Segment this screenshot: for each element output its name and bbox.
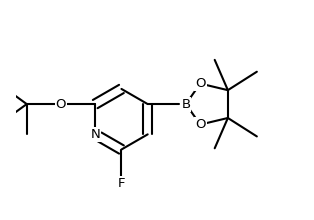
Text: O: O xyxy=(195,118,205,131)
Text: F: F xyxy=(118,177,125,190)
Text: N: N xyxy=(90,128,100,141)
Text: O: O xyxy=(195,77,205,90)
Text: B: B xyxy=(181,98,190,111)
Text: O: O xyxy=(56,98,66,111)
